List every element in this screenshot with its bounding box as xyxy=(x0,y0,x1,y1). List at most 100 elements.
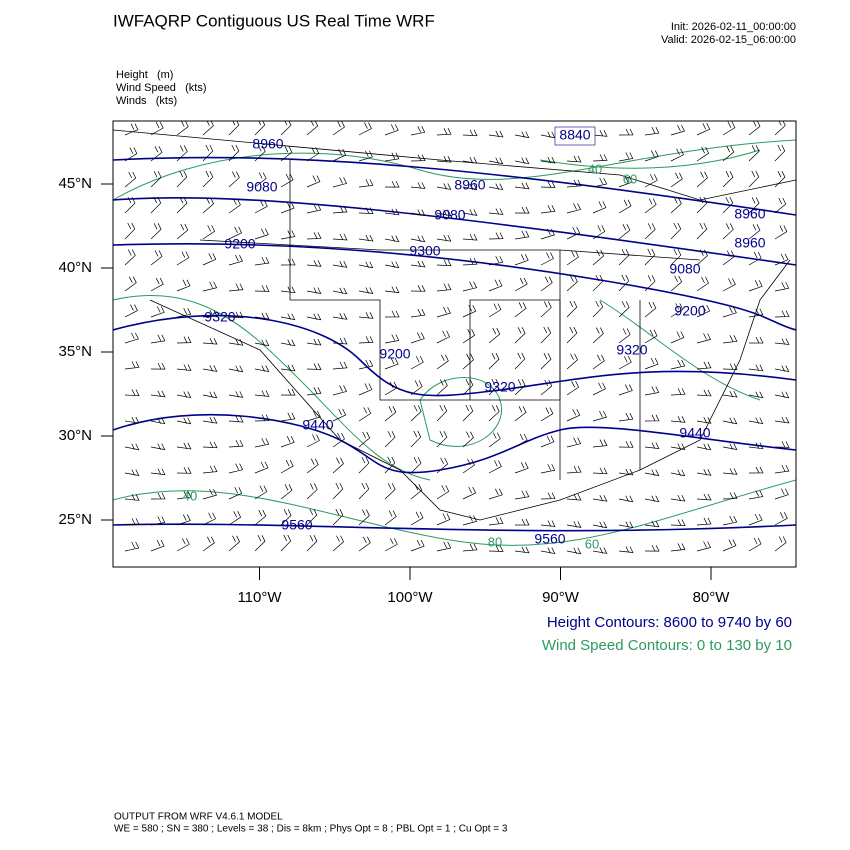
wind-barb xyxy=(150,334,166,344)
wind-barb xyxy=(618,441,634,448)
wind-barb xyxy=(774,253,789,266)
wind-barb xyxy=(306,387,322,396)
wind-barb xyxy=(540,379,553,396)
wind-barb xyxy=(228,535,240,552)
wind-barb xyxy=(748,308,764,318)
wind-barb xyxy=(644,174,658,188)
wind-barb xyxy=(176,170,188,188)
wind-barb xyxy=(462,543,478,552)
wind-barb xyxy=(332,508,344,526)
wind-barb xyxy=(644,544,660,552)
wind-barb xyxy=(618,468,634,476)
wind-barb xyxy=(462,305,477,318)
wind-barb xyxy=(228,198,241,214)
wind-barb xyxy=(410,209,426,217)
wind-barb xyxy=(150,362,166,370)
wind-barb xyxy=(540,492,556,500)
wind-barb xyxy=(722,335,738,344)
wind-barb xyxy=(644,198,657,214)
wind-barb xyxy=(748,224,761,240)
wind-barb xyxy=(774,171,786,188)
wind-barb xyxy=(332,121,345,136)
wind-barb xyxy=(488,460,502,474)
wind-barb xyxy=(722,539,737,552)
wind-barb xyxy=(202,365,218,372)
wind-barb xyxy=(358,431,371,448)
lat-label: 35°N xyxy=(58,343,92,360)
wind-barb xyxy=(358,509,370,526)
speed-label: 80 xyxy=(488,534,502,549)
wind-barb xyxy=(384,538,398,552)
height-label: 9300 xyxy=(409,243,440,259)
speed-label: 60 xyxy=(623,171,637,186)
wind-barb xyxy=(670,197,682,214)
wind-barb xyxy=(384,406,397,422)
wind-barb xyxy=(696,222,708,240)
wind-barb xyxy=(254,312,270,320)
height-label: 8840 xyxy=(559,127,590,143)
wind-barb xyxy=(332,385,348,396)
wind-barb xyxy=(306,260,322,267)
wind-barb xyxy=(410,430,422,448)
wind-barb xyxy=(566,155,582,163)
wind-barb xyxy=(566,521,582,528)
speed-label: 40 xyxy=(588,161,602,176)
wind-barb xyxy=(488,517,504,526)
wind-barb xyxy=(722,417,738,425)
wind-barb xyxy=(644,442,660,450)
boundaries xyxy=(113,129,796,521)
wind-barb xyxy=(176,364,192,371)
wind-barb xyxy=(774,488,789,500)
wind-barb xyxy=(514,157,530,165)
wind-barb xyxy=(774,464,790,474)
wind-barb xyxy=(332,482,344,500)
wind-barb xyxy=(722,468,738,475)
wind-barb xyxy=(592,547,608,554)
wind-barb xyxy=(384,381,398,396)
wind-barb xyxy=(202,253,217,266)
lat-label: 25°N xyxy=(58,511,92,528)
height-label: 9560 xyxy=(281,517,312,533)
wind-barb xyxy=(124,249,136,266)
wind-barb xyxy=(670,248,682,266)
wind-barb xyxy=(514,406,527,422)
height-label: 9200 xyxy=(674,303,705,319)
wind-barb xyxy=(618,356,632,370)
wind-barb xyxy=(696,304,711,318)
wind-barb xyxy=(332,337,348,345)
wind-barb xyxy=(228,463,244,474)
wind-barb xyxy=(228,171,240,188)
wind-barb xyxy=(462,281,478,292)
wind-barb xyxy=(280,173,294,188)
wind-barb xyxy=(540,181,556,188)
wind-barb xyxy=(124,332,139,344)
wind-barb xyxy=(124,416,140,424)
wind-barb xyxy=(332,233,348,241)
wind-barb xyxy=(202,512,216,526)
wind-barb xyxy=(228,226,243,240)
wind-barb xyxy=(358,261,374,269)
wind-barb xyxy=(358,179,374,188)
wind-barb xyxy=(436,354,449,370)
wind-barb xyxy=(592,154,608,162)
height-label: 9320 xyxy=(204,309,235,325)
wind-barb xyxy=(540,276,553,292)
height-label: 9200 xyxy=(224,236,255,252)
wind-barb xyxy=(670,359,686,370)
wind-barb xyxy=(774,144,786,162)
wind-barb xyxy=(306,363,322,370)
wind-barb xyxy=(384,334,400,344)
wind-barb xyxy=(124,304,138,318)
wind-barb xyxy=(592,521,608,529)
wind-barb xyxy=(176,197,188,214)
wind-barb xyxy=(176,391,192,399)
wind-barb xyxy=(358,150,373,162)
wind-barb xyxy=(384,180,400,188)
wind-barb xyxy=(202,536,215,552)
wind-barb xyxy=(410,182,426,189)
wind-barb xyxy=(462,515,478,526)
wind-barb xyxy=(358,234,374,242)
wind-barb xyxy=(592,201,607,214)
wind-barb xyxy=(592,495,608,502)
wind-barb xyxy=(670,519,686,526)
